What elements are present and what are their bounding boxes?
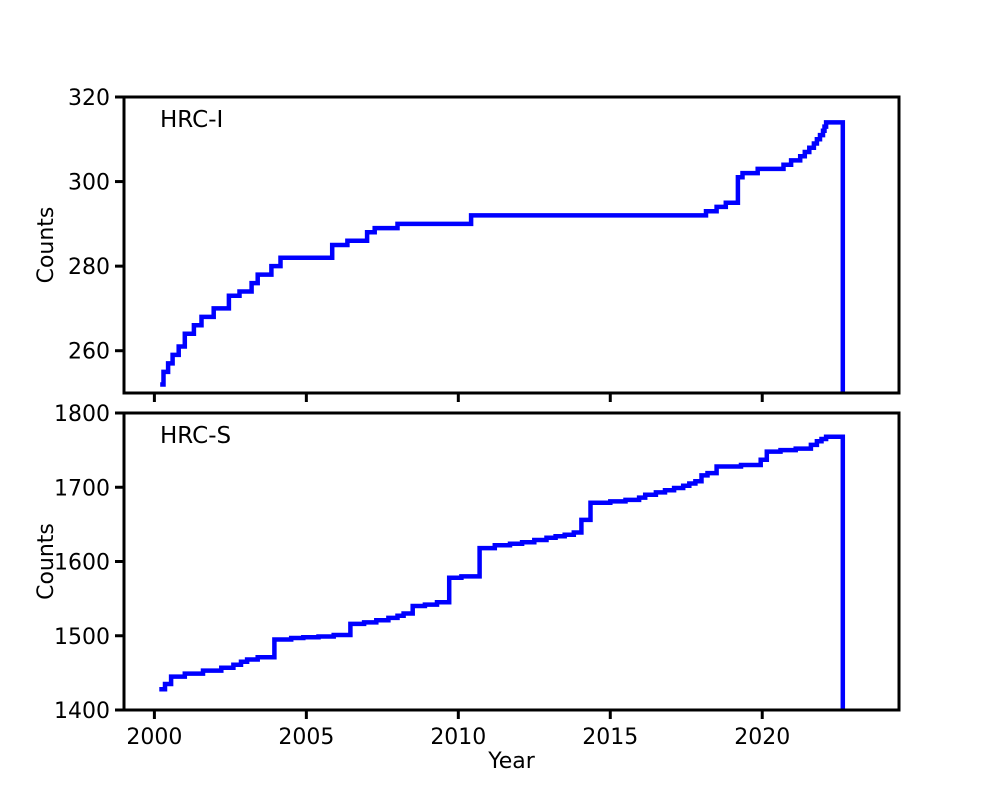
hrc-s-y-axis-label: Counts: [34, 523, 59, 600]
hrc-s-x-tick-label: 2010: [430, 725, 486, 750]
hrc-i-y-axis-label: Counts: [34, 207, 59, 284]
hrc-i-y-tick-label: 280: [68, 255, 110, 280]
hrc-s-y-tick-label: 1400: [54, 699, 110, 724]
hrc-s-y-tick-label: 1800: [54, 402, 110, 427]
hrc-s-x-tick-label: 2015: [582, 725, 638, 750]
hrc-s-x-tick-label: 2005: [278, 725, 334, 750]
hrc-i-y-tick-label: 320: [68, 86, 110, 111]
hrc-s-x-tick-label: 2000: [126, 725, 182, 750]
hrc-s-y-tick-label: 1600: [54, 551, 110, 576]
hrc-i-panel-border: [122, 95, 901, 395]
hrc-i-y-tick-label: 300: [68, 171, 110, 196]
hrc-i-label: HRC-I: [160, 107, 223, 133]
hrc-s-x-tick-label: 2020: [734, 725, 790, 750]
hrc-s-x-axis-label: Year: [487, 749, 536, 774]
hrc-s-y-tick-label: 1700: [54, 476, 110, 501]
hrc-s-label: HRC-S: [160, 423, 231, 449]
hrc-s-series-line: [159, 434, 846, 710]
hrc-s-y-tick-label: 1500: [54, 625, 110, 650]
hrc-i-y-tick-label: 260: [68, 340, 110, 365]
hrc-i-series-line: [160, 120, 846, 393]
